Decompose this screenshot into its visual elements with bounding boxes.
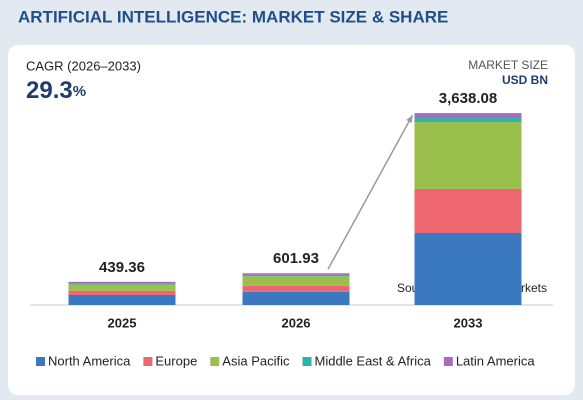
growth-arrow [327, 114, 414, 270]
bar-segment [68, 294, 176, 305]
bar-segment [414, 113, 522, 119]
total-label: 601.93 [273, 250, 319, 267]
legend-swatch [143, 357, 153, 366]
bar-segment [242, 276, 350, 286]
legend-swatch [210, 357, 220, 366]
x-tick-label: 2033 [454, 315, 483, 330]
legend: North America Europe Asia Pacific Middle Ea… [36, 353, 535, 368]
arrow-head [406, 115, 413, 124]
plot: 439.36 2025 601.93 2026 3,638.08 2033 [30, 90, 553, 330]
legend-label: Asia Pacific [222, 353, 290, 368]
cagr-value: 29.3% [26, 77, 86, 104]
bar-segment [68, 283, 176, 285]
bar-segment [242, 291, 350, 305]
cagr-unit: % [73, 83, 86, 100]
bar-segment [414, 188, 522, 233]
x-tick-label: 2025 [108, 315, 137, 330]
unit-label: MARKET SIZE [468, 58, 548, 72]
title: ARTIFICIAL INTELLIGENCE: MARKET SIZE & S… [18, 7, 448, 26]
legend-swatch [36, 357, 45, 366]
bar-segment [242, 285, 350, 292]
legend-swatch [302, 357, 312, 366]
bar-segment [68, 290, 176, 295]
legend-label: Middle East & Africa [315, 353, 432, 368]
bar-segment [68, 284, 176, 291]
legend-swatch [443, 357, 453, 366]
bar-segment [414, 232, 522, 305]
cagr-number: 29.3 [26, 77, 73, 104]
total-label: 439.36 [99, 259, 145, 276]
legend-label: North America [48, 353, 131, 368]
bar-segment [242, 274, 350, 277]
unit-label: USD BN [502, 73, 548, 87]
cagr-label: CAGR (2026–2033) [26, 58, 141, 73]
total-label: 3,638.08 [439, 90, 497, 107]
bar-segment [414, 122, 522, 189]
bar-segment [68, 281, 176, 284]
x-tick-label: 2026 [282, 315, 311, 330]
bar-segment [414, 118, 522, 123]
legend-label: Europe [155, 353, 197, 368]
bar-segment [242, 273, 350, 275]
legend-label: Latin America [456, 353, 536, 368]
